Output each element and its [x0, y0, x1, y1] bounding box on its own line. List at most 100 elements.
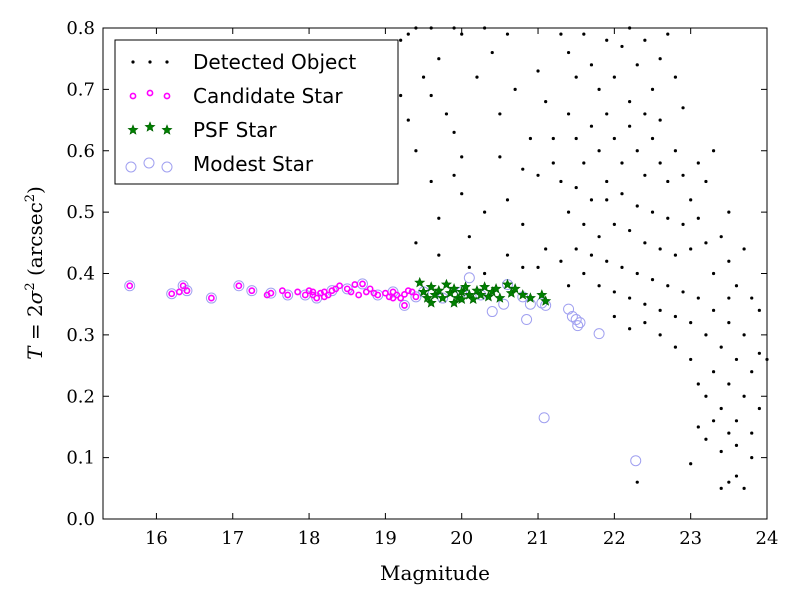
detected-object-point — [582, 271, 586, 276]
detected-object-point — [551, 136, 555, 141]
detected-object-point — [414, 149, 418, 153]
candidate-star-point — [389, 294, 397, 302]
detected-object-point — [673, 253, 678, 257]
detected-object-point — [696, 161, 700, 165]
detected-object-point — [574, 247, 578, 251]
detected-object-point — [597, 149, 601, 153]
candidate-star-point — [301, 291, 309, 299]
detected-object-point — [650, 210, 655, 214]
modest-star-point — [486, 306, 498, 318]
psf-star-point — [463, 289, 475, 300]
candidate-star-point — [412, 293, 420, 301]
candidate-star-point — [351, 281, 359, 288]
modest-star-point — [538, 412, 550, 424]
modest-star-point — [398, 299, 410, 311]
psf-star-point — [517, 289, 529, 300]
psf-star-point — [448, 283, 460, 294]
detected-object-point — [628, 327, 632, 331]
candidate-star-point — [126, 282, 134, 290]
legend-marker-psf — [127, 124, 139, 135]
candidate-star-point — [309, 288, 317, 296]
detected-object-point — [551, 161, 555, 165]
modest-star-point — [498, 298, 510, 310]
psf-star-point — [540, 295, 552, 306]
psf-star-point — [425, 297, 437, 308]
detected-object-point — [734, 357, 739, 362]
psf-star-point — [460, 281, 472, 292]
detected-object-point — [711, 419, 716, 423]
y-tick-label: 0.7 — [66, 79, 95, 100]
detected-object-point — [696, 382, 700, 386]
detected-object-point — [620, 265, 624, 269]
detected-object-point — [635, 149, 639, 153]
detected-object-point — [643, 173, 647, 177]
candidate-star-point — [317, 289, 324, 297]
detected-object-point — [559, 179, 563, 184]
candidate-star-point — [207, 294, 215, 302]
detected-object-point — [475, 75, 479, 79]
detected-object-point — [704, 394, 708, 398]
detected-object-point — [437, 253, 441, 257]
detected-object-point — [612, 314, 616, 319]
legend-marker-modest — [125, 161, 137, 173]
candidate-star-point — [175, 288, 183, 296]
detected-object-point — [574, 185, 578, 190]
legend-marker-modest — [161, 161, 173, 173]
x-tick-label: 19 — [374, 528, 397, 549]
detected-object-point — [566, 284, 571, 288]
detected-object-point — [689, 357, 693, 362]
detected-object-point — [666, 284, 670, 288]
legend-label-detected: Detected Object — [193, 50, 356, 74]
candidate-star-point — [381, 289, 389, 297]
detected-object-point — [467, 265, 471, 269]
detected-object-point — [460, 32, 464, 36]
candidate-star-point — [366, 285, 374, 293]
detected-object-point — [414, 241, 418, 245]
legend-marker-detected — [165, 60, 169, 64]
candidate-star-point — [305, 287, 313, 295]
detected-object-point — [452, 173, 456, 177]
detected-object-point — [483, 210, 487, 214]
detected-object-point — [635, 63, 639, 67]
legend-marker-modest — [143, 157, 155, 169]
detected-object-point — [544, 247, 548, 251]
detected-object-point — [597, 87, 601, 91]
y-tick-label: 0.0 — [66, 509, 95, 530]
detected-object-point — [597, 284, 601, 288]
detected-object-point — [727, 480, 731, 484]
detected-object-point — [650, 136, 655, 141]
detected-object-point — [704, 241, 708, 245]
detected-object-point — [635, 271, 639, 276]
detected-object-point — [635, 480, 639, 484]
detected-object-point — [429, 179, 433, 184]
y-axis-label: T = 2σ2 (arcsec2) — [23, 186, 47, 360]
y-tick-label: 0.6 — [66, 141, 95, 162]
detected-object-point — [727, 296, 731, 300]
detected-object-point — [582, 222, 586, 226]
psf-star-point — [467, 293, 479, 304]
y-tick-label: 0.5 — [66, 202, 95, 223]
detected-object-point — [711, 308, 716, 312]
psf-star-point — [437, 292, 449, 303]
detected-object-point — [536, 173, 540, 177]
detected-object-point — [681, 290, 685, 294]
psf-star-point — [490, 283, 502, 294]
psf-star-series — [414, 276, 552, 308]
modest-star-point — [593, 328, 605, 340]
detected-object-point — [734, 443, 739, 447]
psf-star-point — [448, 297, 460, 308]
x-tick-label: 18 — [298, 528, 321, 549]
detected-object-point — [650, 87, 655, 91]
detected-object-point — [498, 155, 502, 159]
detected-object-point — [505, 198, 510, 202]
detected-object-point — [605, 198, 609, 202]
legend-marker-psf — [144, 121, 156, 132]
psf-star-point — [494, 292, 506, 303]
detected-object-point — [589, 253, 594, 257]
legend-marker-psf — [161, 124, 173, 135]
legend-label-modest: Modest Star — [193, 152, 314, 176]
modest-star-point — [282, 289, 294, 301]
modest-star-point — [563, 303, 575, 315]
psf-star-point — [509, 283, 521, 294]
